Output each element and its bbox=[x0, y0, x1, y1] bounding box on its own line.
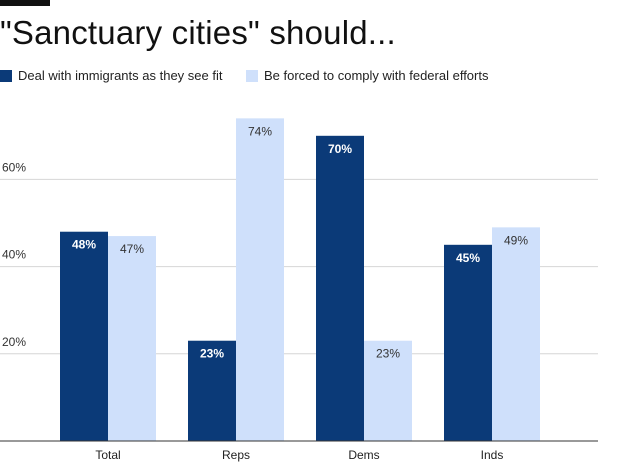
bar-inds-series-1 bbox=[444, 244, 492, 441]
chart-title: "Sanctuary cities" should... bbox=[0, 14, 396, 51]
data-label-reps-series-1: 23% bbox=[200, 347, 224, 361]
data-label-dems-series-2: 23% bbox=[376, 347, 400, 361]
x-tick-label-reps: Reps bbox=[222, 448, 250, 462]
bar-reps-series-2 bbox=[236, 118, 284, 442]
y-tick-label-20: 20% bbox=[2, 335, 26, 349]
bar-total-series-1 bbox=[60, 231, 108, 441]
data-label-reps-series-2: 74% bbox=[248, 124, 272, 138]
legend-item-series-1: Deal with immigrants as they see fit bbox=[0, 68, 222, 83]
y-tick-label-40: 40% bbox=[2, 248, 26, 262]
bar-dems-series-1 bbox=[316, 135, 364, 442]
y-tick-label-60: 60% bbox=[2, 160, 26, 174]
data-label-total-series-2: 47% bbox=[120, 242, 144, 256]
bar-dems-series-2 bbox=[364, 340, 412, 441]
data-label-inds-series-1: 45% bbox=[456, 251, 480, 265]
legend-label-series-2: Be forced to comply with federal efforts bbox=[264, 68, 489, 83]
bar-total-series-2 bbox=[108, 236, 156, 441]
data-label-total-series-1: 48% bbox=[72, 238, 96, 252]
x-tick-label-dems: Dems bbox=[348, 448, 379, 462]
data-label-inds-series-2: 49% bbox=[504, 233, 528, 247]
bar-reps-series-1 bbox=[188, 340, 236, 441]
legend-swatch-series-1 bbox=[0, 69, 12, 82]
legend-item-series-2: Be forced to comply with federal efforts bbox=[246, 68, 488, 83]
x-tick-label-inds: Inds bbox=[481, 448, 504, 462]
header-accent-bar bbox=[0, 0, 50, 6]
legend-label-series-1: Deal with immigrants as they see fit bbox=[18, 68, 223, 83]
bar-inds-series-2 bbox=[492, 227, 540, 441]
chart-legend: Deal with immigrants as they see fit Be … bbox=[0, 68, 620, 84]
x-tick-label-total: Total bbox=[95, 448, 120, 462]
legend-swatch-series-2 bbox=[246, 69, 258, 82]
data-label-dems-series-1: 70% bbox=[328, 142, 352, 156]
